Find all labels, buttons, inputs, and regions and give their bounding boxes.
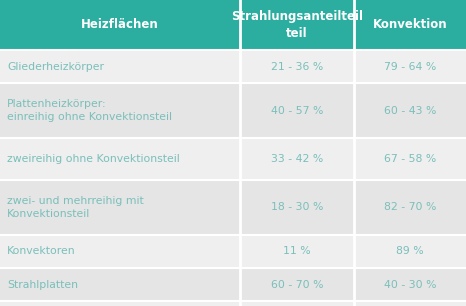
Bar [0, 301, 466, 306]
Bar [0, 0, 240, 50]
Text: Konvektion: Konvektion [373, 18, 447, 32]
Bar [0, 138, 466, 180]
Text: zwei- und mehrreihig mit
Konvektionsteil: zwei- und mehrreihig mit Konvektionsteil [7, 196, 144, 219]
Bar [354, 0, 466, 50]
Bar [0, 180, 466, 235]
Text: 33 - 42 %: 33 - 42 % [271, 154, 323, 164]
Text: 11 %: 11 % [283, 247, 311, 256]
Text: 82 - 70 %: 82 - 70 % [384, 203, 436, 212]
Bar [0, 50, 466, 83]
Bar [0, 83, 466, 138]
Text: 40 - 30 %: 40 - 30 % [384, 279, 436, 289]
Text: 40 - 57 %: 40 - 57 % [271, 106, 323, 115]
Text: Plattenheizkörper:
einreihig ohne Konvektionsteil: Plattenheizkörper: einreihig ohne Konvek… [7, 99, 172, 122]
Text: Gliederheizkörper: Gliederheizkörper [7, 62, 104, 72]
Bar [240, 0, 354, 50]
Text: Konvektoren: Konvektoren [7, 247, 75, 256]
Text: Heizflächen: Heizflächen [81, 18, 159, 32]
Text: 60 - 70 %: 60 - 70 % [271, 279, 323, 289]
Text: 18 - 30 %: 18 - 30 % [271, 203, 323, 212]
Text: 89 %: 89 % [396, 247, 424, 256]
Bar [0, 268, 466, 301]
Text: 67 - 58 %: 67 - 58 % [384, 154, 436, 164]
Bar [0, 235, 466, 268]
Text: Strahlplatten: Strahlplatten [7, 279, 78, 289]
Text: 21 - 36 %: 21 - 36 % [271, 62, 323, 72]
Text: Strahlungsanteilteil
teil: Strahlungsanteilteil teil [231, 10, 363, 40]
Text: zweireihig ohne Konvektionsteil: zweireihig ohne Konvektionsteil [7, 154, 180, 164]
Text: 79 - 64 %: 79 - 64 % [384, 62, 436, 72]
Text: 60 - 43 %: 60 - 43 % [384, 106, 436, 115]
